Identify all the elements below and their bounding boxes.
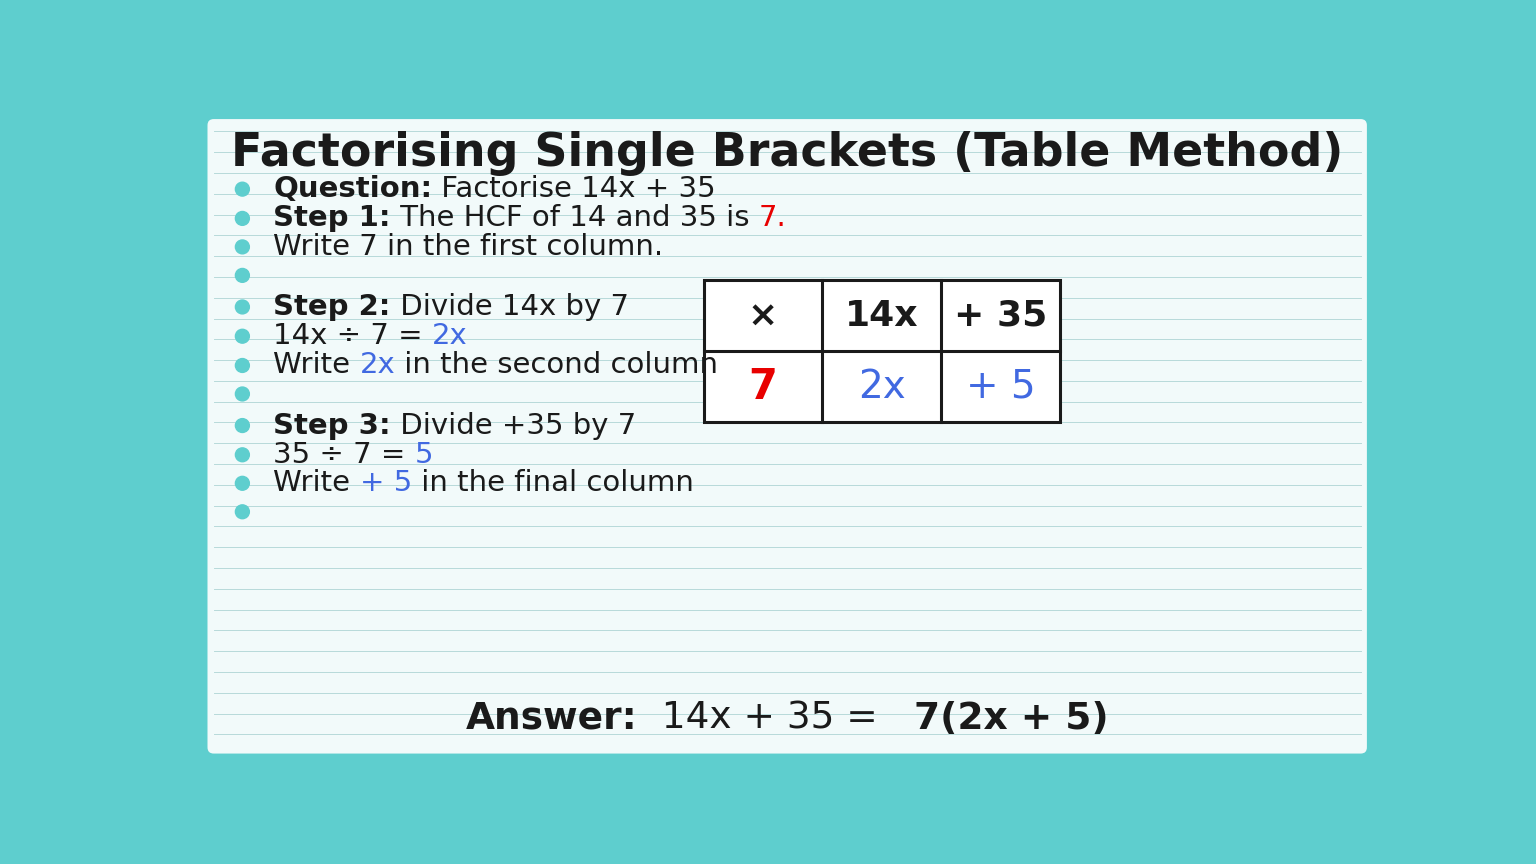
Circle shape — [235, 419, 249, 433]
Text: Question:: Question: — [273, 175, 433, 203]
Text: Factorising Single Brackets (Table Method): Factorising Single Brackets (Table Metho… — [230, 131, 1344, 176]
Text: Divide +35 by 7: Divide +35 by 7 — [392, 411, 636, 440]
Text: 7.: 7. — [759, 205, 786, 232]
Text: ×: × — [748, 299, 779, 333]
Text: 2x: 2x — [359, 352, 395, 379]
Circle shape — [235, 359, 249, 372]
Text: 2x: 2x — [432, 322, 468, 350]
Bar — [703, 280, 1060, 422]
Text: Divide 14x by 7: Divide 14x by 7 — [390, 293, 628, 321]
Text: Factorise 14x + 35: Factorise 14x + 35 — [433, 175, 716, 203]
Circle shape — [235, 329, 249, 343]
Circle shape — [235, 212, 249, 226]
Text: Step 1:: Step 1: — [273, 205, 390, 232]
Circle shape — [235, 387, 249, 401]
Text: + 5: + 5 — [359, 469, 412, 498]
Text: Step 2:: Step 2: — [273, 293, 390, 321]
Text: 14x: 14x — [845, 299, 919, 333]
Text: + 5: + 5 — [966, 368, 1035, 406]
Circle shape — [235, 269, 249, 283]
Text: 35 ÷ 7 =: 35 ÷ 7 = — [273, 441, 415, 469]
Text: Write 7 in the first column.: Write 7 in the first column. — [273, 233, 664, 261]
Text: + 35: + 35 — [954, 299, 1048, 333]
Text: 7: 7 — [748, 365, 777, 408]
Text: in the final column: in the final column — [412, 469, 694, 498]
Circle shape — [235, 240, 249, 254]
Text: in the second column: in the second column — [395, 352, 719, 379]
Text: 14x + 35 =: 14x + 35 = — [637, 701, 902, 737]
Text: Step 3:: Step 3: — [273, 411, 392, 440]
Text: 2x: 2x — [859, 368, 906, 406]
Text: 5: 5 — [415, 441, 433, 469]
Text: 7(2x + 5): 7(2x + 5) — [902, 701, 1109, 737]
Circle shape — [235, 476, 249, 490]
Circle shape — [235, 448, 249, 461]
Text: Answer:: Answer: — [465, 701, 637, 737]
Circle shape — [235, 182, 249, 196]
FancyBboxPatch shape — [207, 119, 1367, 753]
Circle shape — [235, 300, 249, 314]
Text: Write: Write — [273, 352, 359, 379]
Circle shape — [235, 505, 249, 518]
Text: The HCF of 14 and 35 is: The HCF of 14 and 35 is — [390, 205, 759, 232]
Text: Write: Write — [273, 469, 359, 498]
Text: 14x ÷ 7 =: 14x ÷ 7 = — [273, 322, 432, 350]
